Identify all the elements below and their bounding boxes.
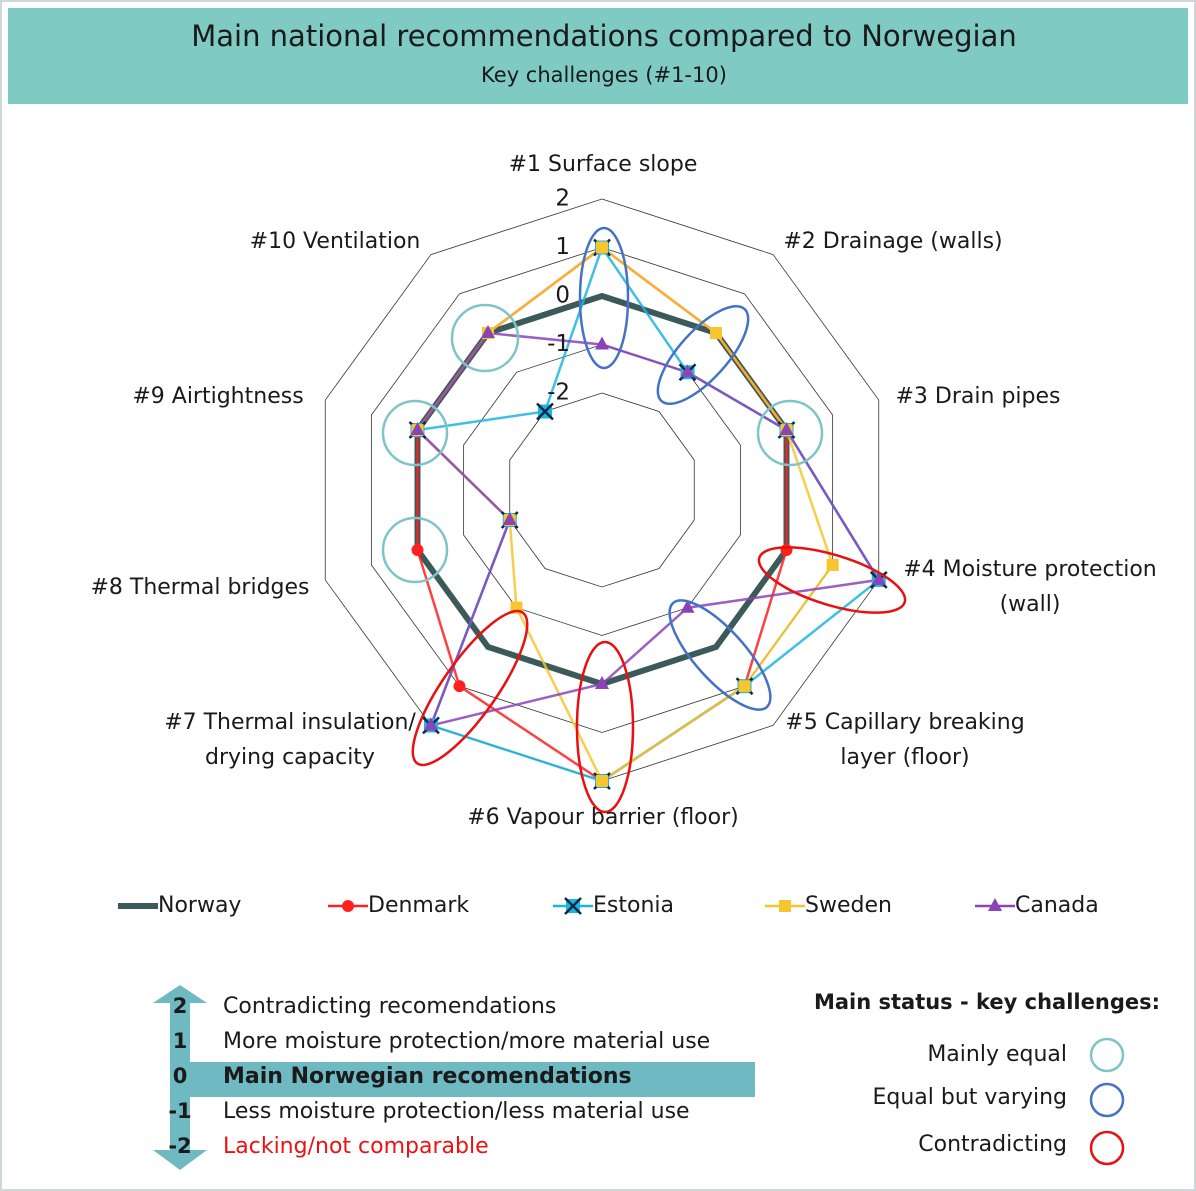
marker [988,898,1002,911]
marker [596,775,608,787]
marker [871,571,886,585]
key-value: -2 [168,1134,191,1158]
legend-label: Denmark [368,893,469,918]
marker [779,422,794,436]
marker [738,680,751,693]
marker [779,900,791,912]
key-value: -1 [168,1099,191,1123]
annotation-circle [381,516,449,584]
status-label: Contradicting [918,1132,1067,1157]
legend-label: Canada [1015,893,1099,918]
marker-cross [536,402,554,421]
key-value: 0 [173,1064,188,1088]
marker [780,543,793,556]
key-text: More moisture protection/more material u… [223,1029,710,1054]
key-value: 2 [173,994,188,1018]
annotation-ellipse [757,546,907,614]
annotation-ellipse [668,599,772,711]
marker [536,402,554,421]
category-label: #9 Airtightness [132,384,303,409]
annotation-circle [756,399,824,467]
category-label: #4 Moisture protection (wall) [903,557,1156,617]
legend-label: Sweden [805,893,892,918]
chart-title: Main national recommendations compared t… [191,19,1017,53]
marker [410,422,425,436]
marker [595,336,609,350]
marker [453,680,466,693]
key-highlight [170,1062,755,1097]
marker [342,900,354,912]
chart-subtitle: Key challenges (#1-10) [481,63,727,87]
marker [596,241,608,254]
title-band [8,8,1188,104]
marker [564,897,582,915]
axis-labels: -2 -1 0 1 2 #1 Surface slope #2 Drainage (wall… [90,152,1156,830]
marker [502,511,517,525]
key-value: 1 [173,1029,188,1053]
legend-label: Norway [158,893,241,918]
key: 2 Contradicting recomendations 1 More moist… [168,994,710,1159]
category-label: #3 Drain pipes [896,384,1061,409]
r-tick-label: 1 [555,234,570,260]
marker [423,717,438,731]
marker [411,543,424,556]
annotations [381,226,907,814]
category-label: #7 Thermal insulation/drying capacity [164,710,416,770]
r-tick-label: 0 [555,283,570,309]
legend: Norway Denmark Estonia Sweden Canada [118,893,1099,918]
annotation-ellipse [656,304,750,406]
status-label: Mainly equal [927,1042,1067,1067]
marker [680,364,695,378]
category-label: #8 Thermal bridges [90,575,309,600]
key-text: Main Norwegian recomendations [223,1064,632,1089]
marker [826,558,839,571]
status-title: Main status - key challenges: [814,990,1160,1014]
annotation-circle [381,399,449,467]
category-label: #6 Vapour barrier (floor) [467,805,738,830]
key-text: Contradicting recomendations [223,994,556,1019]
r-tick-label: 2 [555,186,570,212]
grid-ring [370,247,834,733]
annotation-ellipse [411,609,529,767]
status-icon [1089,1130,1125,1166]
key-text: Lacking/not comparable [223,1134,489,1159]
annotation-ellipse [578,226,630,370]
legend-label: Estonia [593,893,674,918]
r-tick-label: -1 [547,331,570,357]
category-label: #10 Ventilation [250,229,421,254]
marker-cross [564,897,582,915]
annotation-circle [450,303,520,373]
category-label: #2 Drainage (walls) [783,229,1002,254]
status-icon [1089,1037,1125,1073]
marker [595,676,609,689]
grid-ring [509,392,695,588]
status-label: Equal but varying [872,1085,1067,1110]
marker [680,599,695,613]
key-arrow [153,985,207,1170]
category-label: #1 Surface slope [509,152,698,177]
status-icon [1089,1082,1125,1118]
r-tick-label: -2 [547,380,570,406]
key-text: Less moisture protection/less material u… [223,1099,690,1124]
annotation-ellipse [575,640,635,814]
marker [710,327,723,340]
category-label: #5 Capillary breaking layer (floor) [785,710,1024,770]
marker [480,325,495,339]
